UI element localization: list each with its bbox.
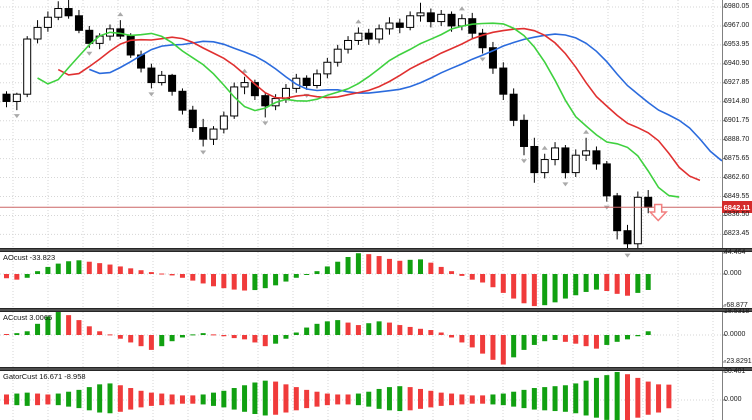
axis-tick-label: -23.8291 (724, 358, 752, 365)
panel-separator[interactable] (0, 248, 752, 252)
panel-separator[interactable] (0, 367, 752, 371)
candles-layer[interactable] (2, 0, 653, 250)
axis-tick-label: 6940.90 (724, 59, 750, 67)
histogram-layer[interactable] (4, 312, 651, 365)
fractal-icon (13, 6, 631, 258)
axis-tick-label: 44.464 (724, 249, 746, 256)
axis-tick-label: -68.877 (724, 302, 748, 309)
alligator-jaw-line (89, 33, 722, 162)
sell-arrow-icon[interactable] (648, 203, 668, 222)
axis-tick-label: 30.401 (724, 368, 746, 375)
axis-tick-label: 6862.60 (724, 173, 750, 181)
alligator-lips-line (37, 22, 680, 198)
panel-separator[interactable] (0, 308, 752, 312)
histogram-layer[interactable] (4, 253, 651, 307)
axis-tick-label: 6875.65 (724, 154, 750, 162)
alligator-teeth-line (57, 27, 701, 182)
axis-tick-label: 6849.55 (724, 192, 750, 200)
axis-tick-label: 6914.80 (724, 97, 750, 105)
axis-tick-label: 6980.05 (724, 3, 750, 10)
axis-tick-label: 6927.85 (724, 78, 750, 86)
current-price-badge: 6842.11 (722, 201, 752, 213)
gator-indicator-label: GatorCust 16.671 -8.958 (3, 372, 86, 381)
axis-tick-label: 6901.75 (724, 116, 750, 124)
ao-indicator-label: AOcust -33.823 (3, 253, 56, 262)
ac-indicator-label: ACcust 3.0065 (3, 313, 53, 322)
axis-tick-label: 6967.00 (724, 21, 750, 29)
axis-tick-label: 0.0000 (724, 331, 746, 338)
histogram-layer[interactable] (4, 372, 672, 400)
axis-tick-label: 6888.70 (724, 135, 750, 143)
axis-tick-label: 6836.50 (724, 211, 750, 219)
axis-tick-label: 6953.95 (724, 40, 750, 48)
histogram-layer[interactable] (4, 400, 672, 420)
axis-tick-label: 18.5318 (724, 308, 750, 315)
axis-tick-label: 0.000 (724, 270, 742, 277)
axis-tick-label: 0.000 (724, 396, 742, 403)
axis-tick-label: 6823.45 (724, 230, 750, 238)
